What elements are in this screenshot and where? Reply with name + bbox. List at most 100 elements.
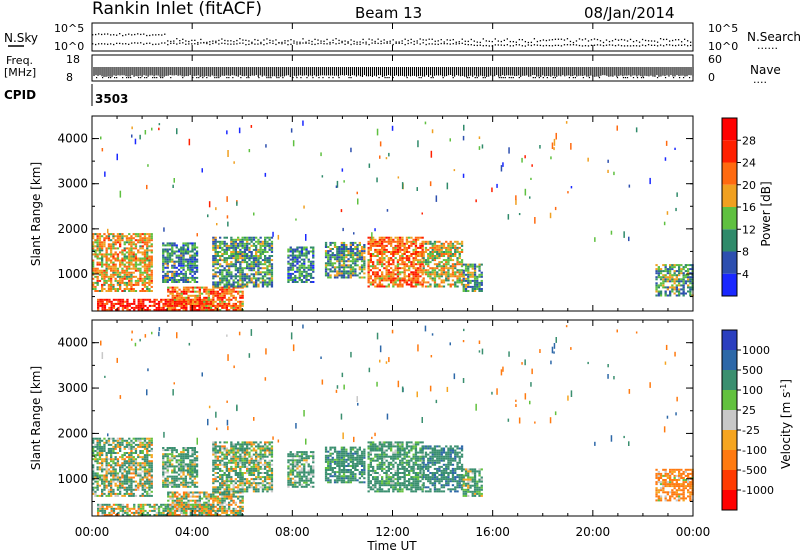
echo-cell: [414, 242, 418, 245]
echo-cell: [150, 474, 153, 477]
echo-cell: [143, 482, 147, 485]
echo-cell: [354, 248, 357, 250]
echo-cell: [162, 262, 165, 265]
echo-cell: [216, 259, 219, 262]
echo-cell: [166, 272, 169, 275]
echo-cell: [307, 274, 310, 277]
echo-cell: [458, 251, 461, 253]
echo-cell: [272, 231, 274, 237]
echo-cell: [399, 257, 402, 260]
echo-cell: [372, 255, 375, 257]
echo-cell: [431, 277, 434, 280]
echo-cell: [92, 277, 95, 280]
echo-cell: [189, 260, 192, 263]
noise-point: [206, 41, 208, 44]
echo-cell: [205, 306, 208, 309]
echo-cell: [167, 294, 170, 297]
echo-cell: [369, 244, 372, 247]
echo-cell: [98, 245, 102, 248]
noise-point: [278, 42, 280, 44]
echo-cell: [162, 281, 165, 283]
echo-cell: [119, 437, 122, 440]
echo-cell: [123, 275, 126, 278]
echo-cell: [374, 265, 377, 268]
echo-cell: [110, 239, 113, 242]
echo-cell: [146, 486, 149, 489]
echo-cell: [107, 450, 111, 452]
echo-cell: [264, 257, 267, 260]
echo-cell: [305, 270, 308, 273]
noise-point: [410, 38, 412, 41]
echo-cell: [139, 478, 142, 481]
echo-cell: [372, 244, 375, 247]
noise-point: [533, 44, 536, 46]
echo-cell: [168, 279, 172, 281]
echo-cell: [139, 261, 142, 264]
echo-cell: [148, 443, 151, 446]
noise-point: [608, 40, 611, 43]
echo-cell: [96, 283, 99, 286]
echo-cell: [98, 279, 102, 282]
echo-cell: [143, 267, 147, 270]
echo-cell: [105, 247, 108, 250]
echo-cell: [354, 254, 357, 257]
echo-cell: [268, 257, 271, 260]
echo-cell: [230, 275, 233, 278]
echo-cell: [94, 249, 97, 252]
echo-cell: [460, 279, 464, 282]
echo-cell: [666, 270, 669, 273]
noise-point: [653, 40, 656, 42]
echo-cell: [137, 235, 140, 238]
echo-cell: [252, 259, 256, 262]
echo-cell: [193, 256, 196, 259]
echo-cell: [92, 253, 95, 256]
echo-cell: [125, 257, 129, 260]
echo-cell: [92, 245, 95, 248]
noise-point: [191, 39, 193, 42]
echo-cell: [351, 244, 355, 246]
echo-cell: [143, 480, 147, 483]
echo-cell: [214, 259, 217, 262]
echo-cell: [427, 285, 430, 288]
echo-cell: [268, 238, 271, 241]
echo-cell: [405, 242, 409, 245]
noise-point: [194, 39, 196, 41]
echo-cell: [381, 265, 384, 268]
echo-cell: [376, 251, 379, 253]
echo-cell: [94, 494, 97, 497]
echo-cell: [417, 277, 420, 280]
echo-cell: [221, 294, 224, 297]
echo-cell: [291, 256, 295, 259]
echo-cell: [119, 271, 122, 274]
echo-cell: [105, 480, 108, 483]
echo-cell: [212, 275, 215, 278]
echo-cell: [678, 278, 681, 281]
echo-cell: [467, 285, 470, 288]
echo-cell: [340, 248, 343, 250]
nave-point: [468, 77, 470, 79]
nave-point: [160, 77, 162, 79]
echo-cell: [673, 282, 676, 285]
noise-point: [323, 40, 325, 42]
echo-cell: [175, 254, 178, 257]
echo-cell: [151, 505, 154, 508]
echo-cell: [96, 241, 99, 244]
echo-cell: [401, 238, 404, 241]
echo-cell: [112, 478, 115, 481]
echo-cell: [460, 265, 464, 268]
echo-cell: [223, 267, 226, 270]
noise-point: [209, 41, 211, 43]
echo-cell: [148, 237, 151, 240]
echo-cell: [153, 298, 156, 301]
echo-cell: [166, 262, 169, 265]
echo-cell: [132, 458, 135, 461]
noise-point: [440, 42, 442, 45]
echo-cell: [143, 443, 147, 446]
echo-cell: [143, 277, 147, 280]
noise-point: [434, 43, 436, 45]
echo-cell: [403, 246, 406, 249]
echo-cell: [143, 437, 147, 440]
echo-cell: [132, 283, 135, 286]
echo-cell: [132, 251, 135, 254]
noise-point: [254, 43, 256, 45]
